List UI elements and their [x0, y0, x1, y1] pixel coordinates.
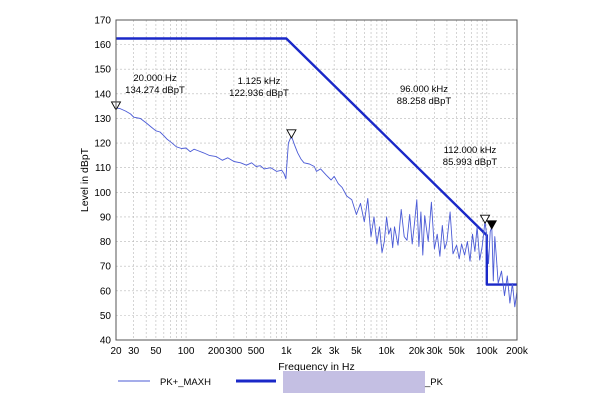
- marker-triangle-2: [286, 129, 297, 139]
- y-tick-label: 100: [94, 188, 111, 199]
- annotation-3-frequency: 96.000 kHz: [400, 84, 448, 95]
- annotation-marker-4: 112.000 kHz 85.993 dBpT: [443, 145, 498, 168]
- series-line-1: [115, 107, 518, 308]
- y-tick-label: 70: [100, 262, 112, 273]
- x-tick-label: 20k: [409, 346, 426, 357]
- annotation-marker-1: 20.000 Hz 134.274 dBpT: [125, 73, 185, 96]
- x-tick-label: 20: [110, 346, 122, 357]
- measurement-trace-layer: [115, 107, 518, 308]
- x-tick-label: 100k: [476, 346, 499, 357]
- legend-label-pk-limit: _PK: [424, 377, 444, 388]
- marker-triangle-3: [479, 214, 491, 225]
- plot-border: [115, 19, 518, 341]
- x-tick-label: 50k: [449, 346, 466, 357]
- y-tick-label: 90: [100, 212, 112, 223]
- x-tick-label: 200: [208, 346, 225, 357]
- y-tick-label: 150: [94, 65, 111, 76]
- annotation-marker-3: 96.000 kHz 88.258 dBpT: [397, 84, 452, 107]
- annotation-3-level: 88.258 dBpT: [397, 96, 452, 107]
- x-tick-label: 3k: [329, 346, 341, 357]
- y-tick-label: 80: [100, 237, 112, 248]
- x-tick-label: 10k: [379, 346, 396, 357]
- legend-obscured-label-box: [283, 371, 425, 393]
- y-tick-label: 40: [100, 336, 112, 347]
- y-tick-label: 50: [100, 311, 112, 322]
- legend-label-pk-maxh: PK+_MAXH: [160, 377, 211, 388]
- annotation-2-level: 122.936 dBpT: [229, 88, 289, 99]
- y-tick-label: 130: [94, 114, 111, 125]
- annotation-2-frequency: 1.125 kHz: [238, 76, 281, 87]
- annotation-1-frequency: 20.000 Hz: [133, 73, 177, 84]
- x-axis-title: Frequency in Hz: [278, 361, 354, 373]
- annotation-1-level: 134.274 dBpT: [125, 85, 185, 96]
- x-tick-label: 30: [128, 346, 140, 357]
- annotation-marker-2: 1.125 kHz 122.936 dBpT: [229, 76, 289, 99]
- y-tick-label: 140: [94, 89, 111, 100]
- y-tick-label: 160: [94, 40, 111, 51]
- x-tick-label: 50: [150, 346, 162, 357]
- y-tick-label: 60: [100, 286, 112, 297]
- y-axis-title: Level in dBpT: [79, 147, 91, 212]
- x-tick-label: 100: [178, 346, 195, 357]
- marker-triangle-4: [486, 220, 498, 230]
- y-tick-labels: 40 50 60 70 80 90 100 110 120 130 140 150 160 170: [94, 16, 111, 347]
- x-tick-label: 200k: [506, 346, 529, 357]
- annotation-4-level: 85.993 dBpT: [443, 157, 498, 168]
- y-tick-label: 120: [94, 139, 111, 150]
- x-tick-label: 30k: [426, 346, 443, 357]
- x-tick-labels: 20 30 50 100 200 300 500 1k 2k 3k 5k 10k 20k 30k 50k 10…: [110, 346, 528, 357]
- x-tick-label: 2k: [311, 346, 323, 357]
- x-tick-label: 5k: [351, 346, 363, 357]
- legend: PK+_MAXH _PK: [118, 371, 444, 393]
- x-tick-label: 300: [226, 346, 243, 357]
- y-tick-label: 110: [95, 163, 111, 174]
- grid: [116, 20, 517, 340]
- y-tick-label: 170: [94, 16, 111, 27]
- x-tick-label: 1k: [281, 346, 293, 357]
- annotation-4-frequency: 112.000 kHz: [444, 145, 497, 156]
- x-tick-label: 500: [248, 346, 265, 357]
